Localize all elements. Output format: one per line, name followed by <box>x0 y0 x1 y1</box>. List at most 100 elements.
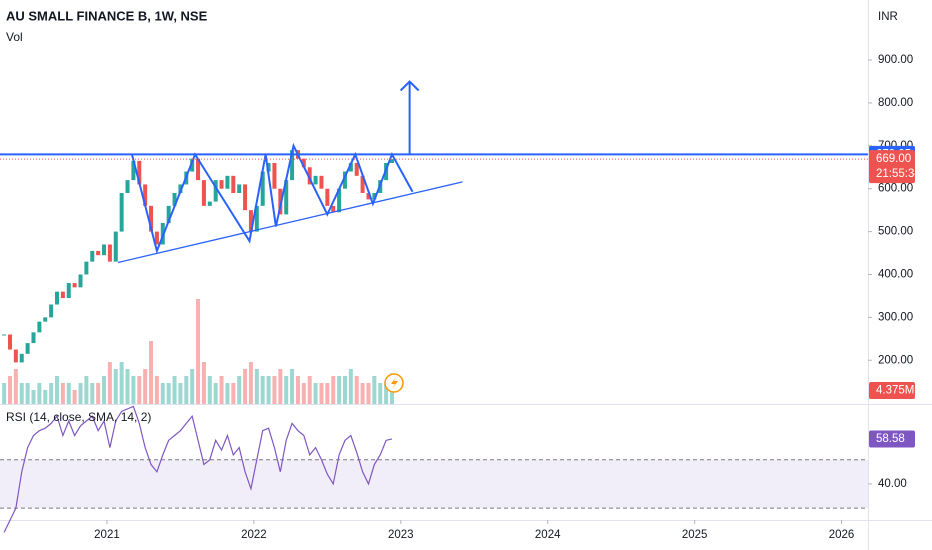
candle <box>102 244 107 256</box>
candle <box>331 205 336 213</box>
candle <box>201 180 206 206</box>
candle <box>125 180 130 193</box>
candle <box>372 192 377 200</box>
candle <box>389 159 394 163</box>
candle <box>154 231 159 245</box>
candle <box>2 334 7 336</box>
volume-bar <box>7 376 12 404</box>
volume-bar <box>284 376 289 404</box>
x-tick-label: 2026 <box>829 529 855 541</box>
volume-bar <box>19 383 24 404</box>
volume-bar <box>201 362 206 404</box>
candle <box>96 250 101 256</box>
candle <box>254 205 259 232</box>
volume-bar <box>113 369 118 404</box>
volume-bar <box>137 376 142 404</box>
rsi-band <box>0 459 868 509</box>
rsi-tick-label: 40.00 <box>878 478 907 490</box>
volume-bar <box>60 383 65 404</box>
volume-bar <box>301 383 306 404</box>
event-icon-bolt <box>391 377 398 389</box>
volume-bar <box>55 376 60 404</box>
x-tick-label: 2022 <box>241 529 267 541</box>
volume-bar <box>384 383 389 404</box>
volume-bar <box>231 383 236 404</box>
last-price-box <box>869 150 915 184</box>
volume-bar <box>266 376 271 404</box>
candle <box>243 184 248 211</box>
candle <box>190 158 195 172</box>
volume-bar <box>160 383 165 404</box>
candle <box>278 188 283 215</box>
volume-bar <box>25 383 30 404</box>
candle <box>196 158 201 181</box>
volume-title: Vol <box>6 30 23 44</box>
volume-bar <box>2 383 7 404</box>
y-tick-label: 900.00 <box>878 54 913 66</box>
volume-bar <box>37 383 42 404</box>
candle <box>313 175 318 185</box>
candle <box>178 184 183 193</box>
candle <box>354 162 359 176</box>
countdown: 21:55:34 <box>876 168 921 180</box>
candle <box>131 160 136 181</box>
volume-bar <box>119 362 124 404</box>
x-tick-label: 2024 <box>535 529 561 541</box>
volume-bar <box>143 369 148 404</box>
volume-bar <box>225 383 230 404</box>
candle <box>219 180 224 189</box>
candle <box>307 167 312 185</box>
candle <box>55 291 60 305</box>
candle <box>137 160 142 185</box>
volume-bar <box>184 376 189 404</box>
candle <box>248 210 253 232</box>
last-volume-box <box>869 382 915 399</box>
candle <box>213 180 218 202</box>
candle <box>319 175 324 189</box>
volume-bar <box>378 383 383 404</box>
candle <box>266 162 271 172</box>
volume-bar <box>295 376 300 404</box>
volume-bar <box>348 369 353 404</box>
volume-bar <box>31 390 36 404</box>
volume-bar <box>43 390 48 404</box>
candle <box>31 332 36 344</box>
volume-bar <box>96 383 101 404</box>
candle <box>72 283 77 288</box>
volume-bar <box>13 369 18 404</box>
candle <box>172 192 177 206</box>
volume-bar <box>278 369 283 404</box>
rsi-title: RSI (14, close, SMA, 14, 2) <box>6 410 151 424</box>
candle <box>119 192 124 232</box>
candle <box>342 171 347 189</box>
volume-bar <box>102 376 107 404</box>
volume-bar <box>66 383 71 404</box>
volume-bar <box>307 376 312 404</box>
volume-bar <box>72 390 77 404</box>
candle <box>207 201 212 206</box>
y-tick-label: 600.00 <box>878 183 913 195</box>
volume-bar <box>372 376 377 404</box>
pattern-zigzag <box>130 142 414 255</box>
volume-bar <box>107 362 112 404</box>
x-tick-label: 2023 <box>388 529 414 541</box>
candle <box>225 175 230 189</box>
volume-bar <box>254 369 259 404</box>
y-tick-label: 400.00 <box>878 269 913 281</box>
candle <box>7 334 12 350</box>
x-tick-label: 2021 <box>94 529 120 541</box>
candle <box>290 150 295 181</box>
candle <box>272 162 277 189</box>
volume-bar <box>166 383 171 404</box>
candle <box>13 349 18 363</box>
volume-bar <box>237 376 242 404</box>
volume-bar <box>84 376 89 404</box>
arrow-head <box>399 80 420 92</box>
candle <box>60 291 65 299</box>
candle <box>237 184 242 193</box>
y-tick-label: 300.00 <box>878 311 913 323</box>
candle <box>366 192 371 200</box>
candle <box>143 184 148 206</box>
y-tick-label: 800.00 <box>878 97 913 109</box>
